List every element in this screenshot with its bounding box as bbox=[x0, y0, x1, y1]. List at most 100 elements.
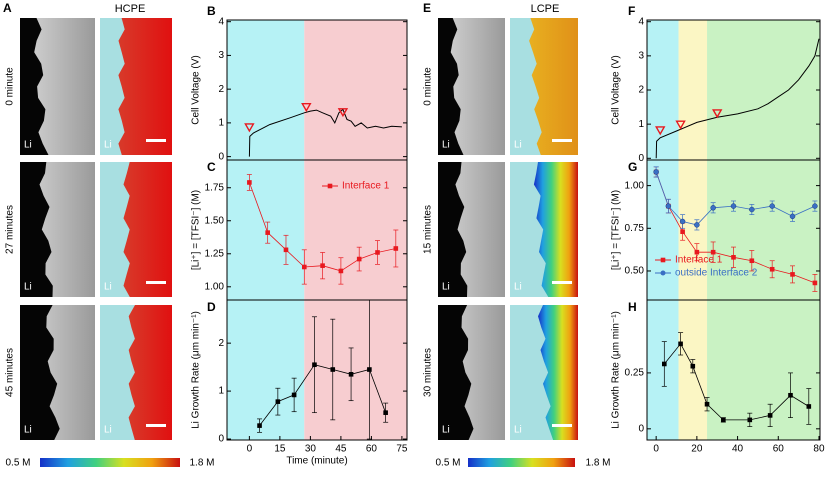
data-point bbox=[393, 246, 399, 251]
scale-bar bbox=[146, 281, 166, 284]
scale-bar bbox=[146, 139, 166, 142]
time-region bbox=[304, 300, 407, 440]
y-tick-label: 0 bbox=[218, 151, 224, 162]
series-line bbox=[655, 171, 816, 284]
lithium-region bbox=[438, 162, 468, 297]
x-tick-label: 60 bbox=[366, 444, 378, 455]
row-label: 27 minutes bbox=[5, 205, 16, 254]
data-point bbox=[704, 401, 710, 407]
data-point bbox=[320, 263, 325, 268]
li-label: Li bbox=[514, 425, 522, 436]
y-tick-label: 1 bbox=[218, 386, 224, 397]
data-point bbox=[247, 180, 252, 185]
scale-bar bbox=[552, 281, 572, 284]
data-point bbox=[653, 169, 659, 175]
scale-bar bbox=[552, 424, 572, 427]
data-point bbox=[348, 372, 354, 377]
data-point bbox=[730, 203, 737, 209]
y-tick-label: 0.50 bbox=[625, 266, 645, 277]
electrolyte-map bbox=[128, 305, 172, 440]
electrolyte-map bbox=[538, 305, 578, 440]
y-tick-label: 2 bbox=[638, 85, 644, 96]
event-marker bbox=[337, 108, 349, 118]
x-tick-label: 30 bbox=[305, 444, 317, 455]
data-point bbox=[767, 413, 773, 418]
data-point bbox=[806, 404, 812, 409]
data-point bbox=[710, 205, 716, 211]
y-tick-label: 0.25 bbox=[625, 368, 645, 379]
data-point bbox=[301, 264, 307, 270]
data-point bbox=[769, 203, 775, 209]
event-marker bbox=[675, 120, 686, 130]
li-label: Li bbox=[24, 282, 32, 293]
panel-letter: H bbox=[628, 300, 637, 314]
series-line bbox=[259, 364, 386, 426]
x-tick-label: 0 bbox=[247, 444, 253, 455]
group-title: HCPE bbox=[115, 3, 146, 15]
row-label: 45 minutes bbox=[5, 348, 16, 397]
y-tick-label: 4 bbox=[218, 16, 224, 27]
li-label: Li bbox=[104, 282, 112, 293]
y-tick-label: 0.75 bbox=[625, 223, 645, 234]
time-region bbox=[304, 160, 407, 300]
legend-marker bbox=[660, 270, 666, 276]
y-axis-label: [Li⁺] = [TFSI⁻] (M) bbox=[191, 190, 202, 270]
y-tick-label: 4 bbox=[638, 16, 644, 27]
x-axis-label: Time (minute) bbox=[286, 456, 347, 467]
data-point bbox=[694, 222, 700, 228]
row-label: 0 minute bbox=[5, 67, 16, 106]
x-tick-label: 20 bbox=[691, 444, 703, 455]
y-tick-label: 1.00 bbox=[205, 281, 225, 292]
y-tick-label: 2 bbox=[218, 84, 224, 95]
data-point bbox=[678, 341, 683, 347]
y-tick-label: 1 bbox=[218, 118, 224, 129]
data-point bbox=[665, 203, 672, 209]
data-point bbox=[375, 250, 380, 255]
data-point bbox=[694, 249, 700, 255]
y-axis-label: Li Growth Rate (μm min⁻¹) bbox=[191, 311, 202, 429]
li-label: Li bbox=[104, 425, 112, 436]
time-region bbox=[678, 20, 708, 160]
data-point bbox=[291, 392, 297, 398]
li-label: Li bbox=[442, 425, 450, 436]
scale-bar bbox=[146, 424, 166, 427]
series-line bbox=[248, 108, 402, 157]
data-point bbox=[769, 266, 775, 272]
row-label: 15 minutes bbox=[423, 205, 434, 254]
lithium-region bbox=[20, 18, 49, 155]
data-point bbox=[731, 255, 736, 260]
data-point bbox=[367, 367, 372, 372]
lithium-region bbox=[20, 162, 53, 297]
legend-label: Interface 1 bbox=[342, 181, 390, 192]
li-label: Li bbox=[24, 140, 32, 151]
x-tick-label: 0 bbox=[653, 444, 659, 455]
y-axis-label: Li Growth Rate (μm min⁻¹) bbox=[611, 311, 622, 429]
data-point bbox=[662, 361, 667, 367]
panel-letter: A bbox=[3, 1, 12, 15]
lithium-region bbox=[438, 305, 474, 440]
y-tick-label: 1.50 bbox=[205, 215, 225, 226]
scale-bar bbox=[552, 139, 572, 142]
colorbar-label: 1.8 M bbox=[585, 458, 610, 469]
electrolyte-map bbox=[118, 18, 172, 155]
plot-frame bbox=[646, 299, 821, 441]
y-axis-label: Cell Voltage (V) bbox=[191, 55, 202, 124]
data-point bbox=[265, 230, 270, 235]
y-tick-label: 2 bbox=[218, 338, 224, 349]
legend-label: Interface 1 bbox=[675, 255, 723, 266]
panel-letter: B bbox=[207, 4, 216, 18]
colorbar-label: 1.8 M bbox=[189, 458, 214, 469]
lithium-region bbox=[20, 305, 60, 440]
y-tick-label: 1.75 bbox=[205, 182, 225, 193]
x-tick-label: 45 bbox=[335, 444, 347, 455]
panel-letter: C bbox=[207, 160, 216, 174]
event-marker bbox=[712, 109, 723, 119]
data-point bbox=[257, 423, 262, 428]
data-point bbox=[679, 218, 686, 225]
data-point bbox=[790, 272, 795, 277]
data-point bbox=[721, 417, 726, 423]
data-point bbox=[812, 280, 818, 286]
y-tick-label: 1.00 bbox=[625, 180, 645, 191]
y-axis-label: Cell Voltage (V) bbox=[611, 55, 622, 124]
y-tick-label: 0 bbox=[638, 423, 644, 434]
